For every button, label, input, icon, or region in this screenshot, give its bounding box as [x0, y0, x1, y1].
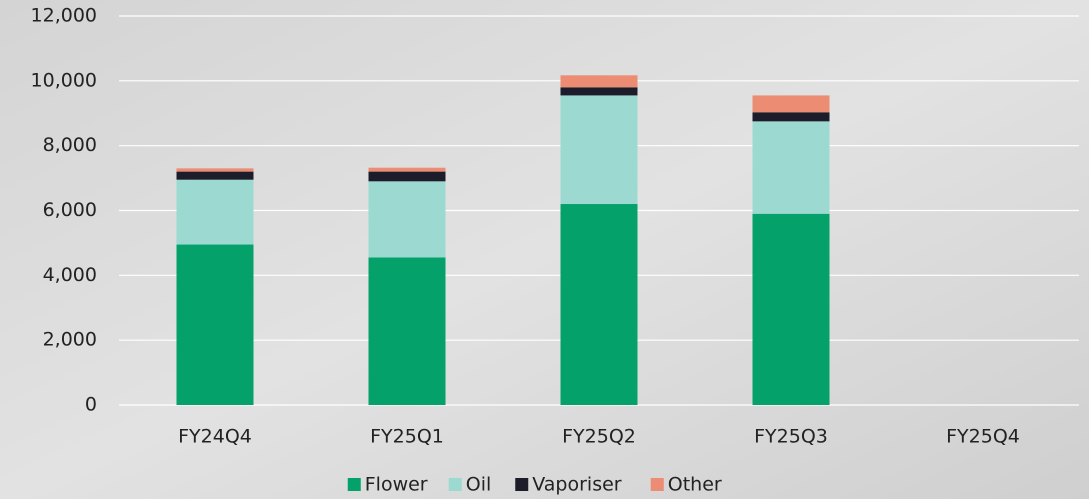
y-tick-label: 8,000 [43, 134, 97, 156]
bar-segment [560, 87, 638, 96]
bar-segment [752, 112, 830, 122]
legend-label: Other [668, 474, 722, 496]
bar-segment [560, 95, 638, 205]
bar-segment [752, 213, 830, 405]
legend-swatch [515, 478, 529, 491]
bar-segment [176, 171, 254, 180]
legend-label: Flower [365, 474, 428, 496]
y-tick-label: 10,000 [31, 69, 97, 91]
x-tick-label: FY25Q1 [370, 426, 444, 448]
legend-label: Oil [466, 474, 492, 496]
legend-swatch [448, 478, 462, 491]
x-tick-label: FY25Q3 [754, 426, 828, 448]
bar-segment [176, 168, 254, 172]
bar-segment [368, 257, 446, 405]
x-tick-label: FY25Q4 [946, 426, 1020, 448]
legend-label: Vaporiser [532, 474, 622, 496]
bar-segment [368, 181, 446, 258]
bar-segment [368, 171, 446, 182]
bar-segment [368, 167, 446, 172]
legend-swatch [650, 478, 664, 491]
y-tick-label: 2,000 [43, 329, 97, 351]
y-tick-label: 12,000 [31, 5, 97, 27]
x-tick-label: FY24Q4 [178, 426, 252, 448]
x-tick-label: FY25Q2 [562, 426, 636, 448]
bar-segment [176, 244, 254, 405]
legend-swatch [347, 478, 361, 491]
y-tick-label: 4,000 [43, 264, 97, 286]
bar-segment [176, 179, 254, 245]
y-tick-label: 6,000 [43, 199, 97, 221]
bar-segment [560, 75, 638, 88]
bar-segment [752, 121, 830, 214]
bar-segment [752, 95, 830, 113]
y-tick-label: 0 [85, 394, 97, 416]
bar-segment [560, 204, 638, 405]
